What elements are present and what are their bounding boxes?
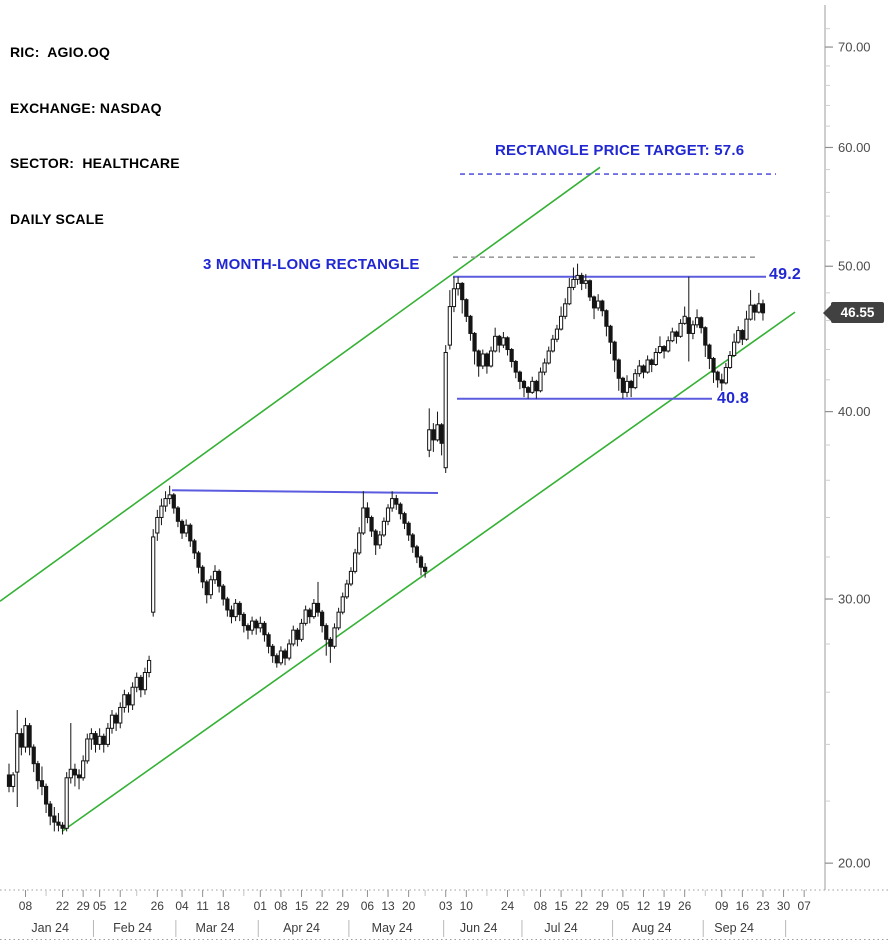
svg-text:70.00: 70.00	[838, 40, 871, 55]
instrument-info-block: RIC: AGIO.OQ EXCHANGE: NASDAQ SECTOR: HE…	[10, 6, 180, 247]
candlesticks	[6, 263, 766, 835]
svg-text:03: 03	[439, 899, 453, 913]
svg-text:20: 20	[402, 899, 416, 913]
svg-text:Jun 24: Jun 24	[460, 921, 498, 935]
svg-text:Jan 24: Jan 24	[31, 921, 69, 935]
svg-text:01: 01	[254, 899, 268, 913]
svg-text:May 24: May 24	[372, 921, 413, 935]
svg-text:08: 08	[534, 899, 548, 913]
svg-text:12: 12	[114, 899, 128, 913]
svg-text:29: 29	[596, 899, 610, 913]
svg-text:10: 10	[460, 899, 474, 913]
svg-text:40.00: 40.00	[838, 404, 871, 419]
svg-text:04: 04	[175, 899, 189, 913]
svg-text:06: 06	[361, 899, 375, 913]
svg-text:29: 29	[76, 899, 90, 913]
svg-text:11: 11	[196, 899, 209, 913]
svg-text:Apr 24: Apr 24	[283, 921, 320, 935]
svg-text:05: 05	[93, 899, 107, 913]
svg-text:18: 18	[217, 899, 231, 913]
svg-text:Aug 24: Aug 24	[632, 921, 672, 935]
svg-text:15: 15	[554, 899, 568, 913]
svg-text:30: 30	[777, 899, 791, 913]
price-target-label: RECTANGLE PRICE TARGET: 57.6	[495, 142, 745, 159]
price-axis: 70.00 60.00 50.00 40.00 30.00 20.00	[824, 5, 871, 890]
svg-text:05: 05	[616, 899, 630, 913]
svg-text:22: 22	[575, 899, 589, 913]
svg-text:50.00: 50.00	[838, 259, 871, 274]
svg-text:22: 22	[56, 899, 70, 913]
svg-text:23: 23	[756, 899, 770, 913]
annotation-lines	[171, 173, 776, 495]
svg-text:07: 07	[797, 899, 811, 913]
svg-text:15: 15	[295, 899, 309, 913]
ric-label: RIC: AGIO.OQ	[10, 44, 111, 60]
svg-text:Sep 24: Sep 24	[714, 921, 754, 935]
svg-text:22: 22	[315, 899, 329, 913]
rectangle-pattern-label: 3 MONTH-LONG RECTANGLE	[203, 256, 420, 273]
last-price-badge: 46.55	[823, 302, 884, 323]
svg-text:09: 09	[715, 899, 729, 913]
svg-text:60.00: 60.00	[838, 140, 871, 155]
svg-text:29: 29	[336, 899, 350, 913]
svg-text:Feb 24: Feb 24	[113, 921, 152, 935]
svg-text:08: 08	[19, 899, 33, 913]
svg-text:24: 24	[501, 899, 515, 913]
svg-text:30.00: 30.00	[838, 592, 871, 607]
scale-label: DAILY SCALE	[10, 210, 104, 227]
svg-text:26: 26	[151, 899, 165, 913]
exchange-label: EXCHANGE: NASDAQ	[10, 99, 162, 116]
sector-label: SECTOR: HEALTHCARE	[10, 155, 180, 171]
svg-text:26: 26	[678, 899, 692, 913]
svg-text:16: 16	[736, 899, 750, 913]
rectangle-bottom-value: 40.8	[717, 390, 749, 407]
svg-text:Mar 24: Mar 24	[196, 921, 235, 935]
svg-text:08: 08	[274, 899, 288, 913]
svg-text:19: 19	[657, 899, 671, 913]
svg-text:13: 13	[381, 899, 395, 913]
svg-text:12: 12	[637, 899, 651, 913]
date-axis: 08 22 29 05 12 26 04 11 18 01 08 15 22 29 06 13 20 03 10 24…	[0, 889, 888, 940]
rectangle-top-value: 49.2	[769, 266, 801, 283]
svg-text:20.00: 20.00	[838, 856, 871, 871]
svg-text:Jul 24: Jul 24	[544, 921, 577, 935]
